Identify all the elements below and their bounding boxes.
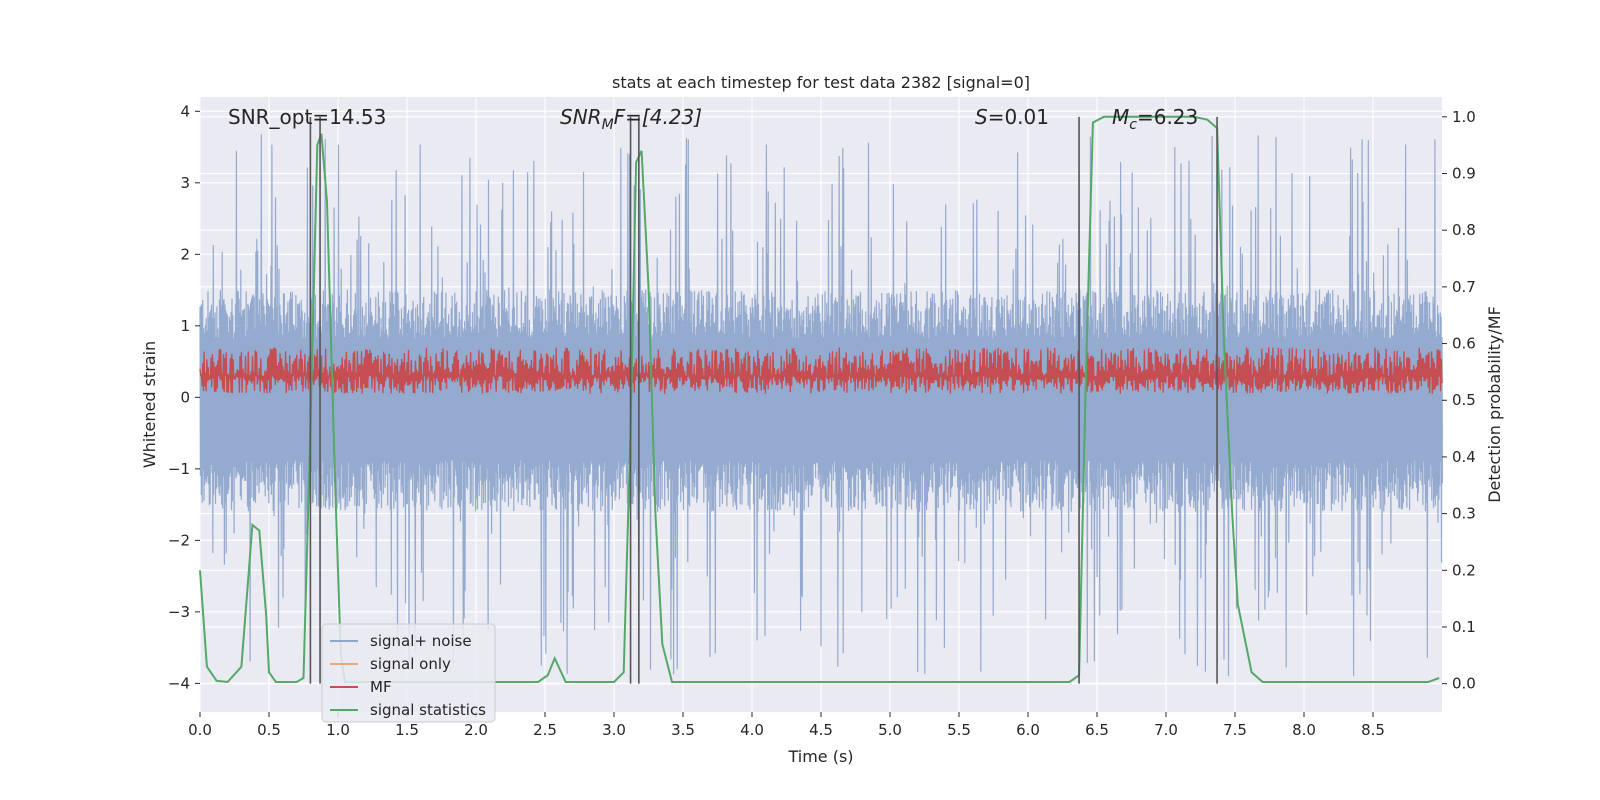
y-axis-label-right: Detection probability/MF: [1485, 306, 1504, 503]
series-mf: [199, 347, 1443, 394]
y-tick-label-right: 0.6: [1452, 335, 1476, 353]
x-tick-label: 3.5: [671, 721, 695, 739]
y-tick-label-right: 0.0: [1452, 675, 1476, 693]
x-tick-label: 1.5: [395, 721, 419, 739]
y-tick-label-left: −1: [168, 460, 190, 478]
series-signal-noise: [199, 134, 1444, 677]
x-tick-label: 5.5: [947, 721, 971, 739]
x-tick-label: 2.5: [533, 721, 557, 739]
x-axis-label: Time (s): [787, 747, 853, 766]
annotation-mc: Mc=6.23: [1112, 105, 1198, 133]
chart-title: stats at each timestep for test data 238…: [612, 73, 1030, 92]
annotation-snr-mf-main: SNR: [560, 105, 602, 129]
x-tick-label: 8.0: [1292, 721, 1316, 739]
y-tick-label-right: 0.5: [1452, 391, 1476, 409]
y-tick-label-right: 0.4: [1452, 448, 1476, 466]
y-tick-label-right: 0.9: [1452, 165, 1476, 183]
x-tick-label: 3.0: [602, 721, 626, 739]
x-tick-label: 7.0: [1154, 721, 1178, 739]
vertical-marker-lines: [309, 116, 1218, 684]
y-tick-label-right: 1.0: [1452, 108, 1476, 126]
x-tick-label: 7.5: [1223, 721, 1247, 739]
legend-item-mf: MF: [330, 678, 392, 696]
tick-labels: 0.0 0.5 1.0 1.5 2.0 2.5 3.0 3.5 4.0 4.5 5.0 5.5 6.0 6…: [168, 102, 1476, 739]
y-tick-label-left: 0: [180, 388, 190, 406]
series-line-signal-noise: [199, 134, 1444, 677]
x-tick-label: 0.5: [257, 721, 281, 739]
annotation-snr-opt: SNR_opt=14.53: [228, 105, 386, 129]
annotation-s: S=0.01: [975, 105, 1049, 129]
y-tick-label-right: 0.1: [1452, 618, 1476, 636]
series-line-mf: [199, 347, 1443, 394]
x-tick-label: 1.0: [326, 721, 350, 739]
legend-label-signal-statistics: signal statistics: [370, 701, 486, 719]
x-tick-label: 4.0: [740, 721, 764, 739]
annotation-mc-main: M: [1112, 105, 1129, 129]
annotation-snr-mf-rest: F=[4.23]: [614, 105, 702, 129]
y-axis-label-left: Whitened strain: [140, 341, 159, 468]
legend-label-signal-noise: signal+ noise: [370, 632, 472, 650]
x-tick-label: 8.5: [1361, 721, 1385, 739]
annotation-snr-mf-sub: M: [602, 117, 614, 133]
x-tick-label: 5.0: [878, 721, 902, 739]
legend: signal+ noise signal only MF signal stat…: [321, 623, 496, 723]
legend-label-mf: MF: [370, 678, 392, 696]
y-tick-label-left: −4: [168, 674, 190, 692]
annotation-mc-sub: c: [1129, 117, 1137, 133]
y-tick-label-left: 2: [180, 245, 190, 263]
y-tick-label-left: 1: [180, 317, 190, 335]
annotation-snr-mf: SNRMF=[4.23]: [560, 105, 702, 133]
legend-box: [321, 623, 496, 723]
series-line-signal-statistics: [199, 115, 1440, 684]
x-tick-label: 6.5: [1085, 721, 1109, 739]
y-tick-label-right: 0.8: [1452, 221, 1476, 239]
y-tick-label-right: 0.3: [1452, 505, 1476, 523]
legend-item-signal-statistics: signal statistics: [330, 701, 486, 719]
y-tick-label-left: −2: [168, 531, 190, 549]
x-tick-label: 0.0: [188, 721, 212, 739]
legend-item-signal-only: signal only: [330, 655, 451, 673]
y-tick-label-left: −3: [168, 603, 190, 621]
y-tick-label-right: 0.7: [1452, 278, 1476, 296]
series-signal-statistics: [199, 115, 1440, 684]
x-tick-label: 6.0: [1016, 721, 1040, 739]
annotation-mc-rest: =6.23: [1137, 105, 1198, 129]
legend-item-signal-noise: signal+ noise: [330, 632, 472, 650]
x-tick-label: 4.5: [809, 721, 833, 739]
y-tick-label-left: 4: [180, 102, 190, 120]
y-tick-label-right: 0.2: [1452, 561, 1476, 579]
annotation-s-rest: =0.01: [988, 105, 1049, 129]
legend-label-signal-only: signal only: [370, 655, 451, 673]
y-tick-label-left: 3: [180, 174, 190, 192]
x-tick-label: 2.0: [464, 721, 488, 739]
annotation-s-italic: S: [975, 105, 988, 129]
